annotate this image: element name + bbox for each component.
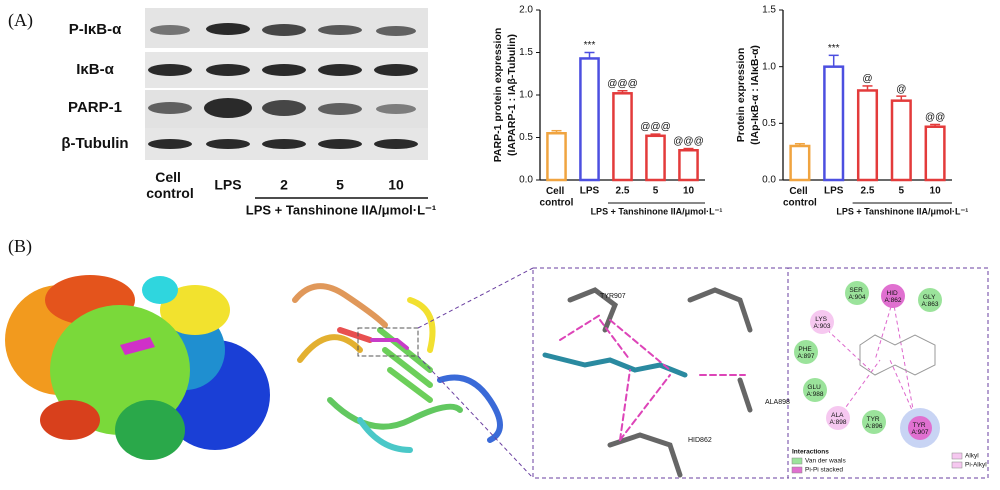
legend-swatch (791, 457, 803, 465)
blot-row-label: PARP-1 (68, 99, 122, 116)
residue-2d-label: GLY A:863 (922, 294, 939, 308)
residue-2d-label: ALA A:898 (830, 412, 847, 426)
legend-label: Van der waals (805, 458, 846, 465)
y-axis-label-line: (IAp-IκB-α : IAIκB-α) (749, 45, 761, 145)
residue-3d-label: TYR907 (600, 293, 626, 300)
panel-label: (B) (8, 236, 32, 257)
residue-node (862, 410, 886, 434)
y-axis-label-line: PARP-1 protein expression (492, 28, 504, 163)
bar (612, 92, 633, 182)
bar (645, 134, 666, 182)
y-tick-label: 0.5 (519, 132, 533, 143)
x-tick-label: 10 (683, 186, 695, 197)
x-tick-label: Cell control (540, 186, 574, 209)
bar (789, 144, 811, 182)
x-tick-label: 2.5 (616, 186, 630, 197)
panel-label: (A) (8, 10, 33, 31)
legend-swatch (791, 466, 803, 474)
residue-2d-label: TYR A:907 (912, 422, 929, 436)
x-tick-label: 2.5 (861, 186, 875, 197)
x-tick-label: 5 (899, 186, 905, 197)
x-tick-label: 5 (653, 186, 659, 197)
group-label: LPS + Tanshinone IIA/μmol·L⁻¹ (836, 206, 968, 216)
x-tick-label: Cell control (783, 186, 817, 209)
blot-row-label: IκB-α (76, 61, 114, 78)
group-label: LPS + Tanshinone IIA/μmol·L⁻¹ (591, 206, 723, 216)
residue-2d-label: TYR A:896 (866, 416, 883, 430)
significance: *** (584, 40, 596, 51)
protein-surface (5, 275, 270, 460)
blot-row-label: β-Tubulin (61, 135, 128, 152)
residue-node (826, 406, 850, 430)
significance: @@@ (673, 136, 703, 147)
residue-node (794, 340, 818, 364)
residue-3d-label: ALA898 (765, 399, 790, 406)
group-label: LPS + Tanshinone IIA/μmol·L⁻¹ (246, 202, 436, 217)
residue-node (908, 416, 932, 440)
x-tick-label: LPS (580, 186, 600, 197)
bar (856, 89, 879, 182)
residue-node (845, 281, 869, 305)
residue-2d-label: GLU A:988 (807, 384, 824, 398)
legend-label: Alkyl (965, 453, 979, 460)
label: LPS (214, 177, 241, 193)
y-tick-label: 1.0 (519, 90, 533, 101)
y-axis-label-line: (IAPARP-1 : IAβ-Tubulin) (506, 34, 518, 156)
y-tick-label: 0.0 (519, 175, 533, 186)
y-tick-label: 1.5 (762, 5, 776, 16)
y-tick-label: 2.0 (519, 5, 533, 16)
y-tick-label: 1.0 (762, 61, 776, 72)
residue-node (918, 288, 942, 312)
legend-swatch (951, 452, 963, 460)
residue-2d-label: LYS A:903 (814, 316, 831, 330)
bar (890, 99, 912, 182)
residue-2d-label: SER A:904 (849, 287, 866, 301)
ligand-3d (542, 287, 753, 478)
residue-node (810, 310, 834, 334)
x-tick-label: 10 (930, 186, 942, 197)
significance: @ (896, 84, 906, 95)
significance: @@@ (640, 122, 670, 133)
label: 2 (280, 177, 288, 193)
residue-node (803, 378, 827, 402)
y-axis-label: Protein expression (IAp-IκB-α : IAIκB-α) (735, 45, 761, 145)
bar (579, 57, 600, 182)
bar (678, 149, 699, 182)
y-tick-label: 1.5 (519, 47, 533, 58)
bar (546, 132, 567, 182)
y-axis-label-line: Protein expression (735, 48, 747, 143)
label: 10 (388, 177, 404, 193)
residue-2d-label: PHE A:897 (798, 346, 815, 360)
bar (823, 65, 845, 182)
legend-label: Pi-Pi stacked (805, 467, 843, 474)
blot-row-label: P-IκB-α (69, 21, 122, 38)
bar (924, 125, 946, 182)
protein-ribbon (292, 283, 503, 453)
significance: *** (828, 43, 840, 54)
legend-title: Interactions (792, 449, 829, 456)
legend-label: Pi-Alkyl (965, 462, 987, 469)
label: Cell control (146, 169, 193, 201)
y-axis-label: PARP-1 protein expression (IAPARP-1 : IAβ… (492, 28, 518, 163)
y-tick-label: 0.5 (762, 118, 776, 129)
diagram-2d (821, 299, 936, 429)
residue-node (881, 284, 905, 308)
significance: @@ (925, 112, 945, 123)
residue-3d-label: HID862 (688, 437, 712, 444)
x-tick-label: LPS (824, 186, 844, 197)
blot-image (145, 8, 428, 160)
significance: @@@ (607, 78, 637, 89)
significance: @ (862, 74, 872, 85)
zoom-lines (417, 267, 989, 479)
label: 5 (336, 177, 344, 193)
residue-2d-label: HID A:862 (885, 290, 902, 304)
legend-swatch (951, 461, 963, 469)
y-tick-label: 0.0 (762, 175, 776, 186)
